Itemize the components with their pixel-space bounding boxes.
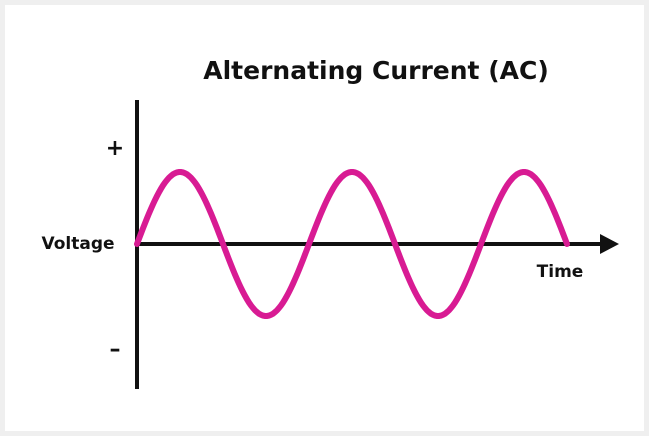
time-label: Time xyxy=(537,262,584,282)
title: Alternating Current (AC) xyxy=(203,56,549,85)
sine-wave xyxy=(134,169,570,319)
axis-arrow xyxy=(600,234,619,254)
panel xyxy=(5,5,644,431)
negative-sign: – xyxy=(110,337,121,362)
positive-sign: + xyxy=(106,136,124,161)
voltage-label: Voltage xyxy=(41,234,114,254)
